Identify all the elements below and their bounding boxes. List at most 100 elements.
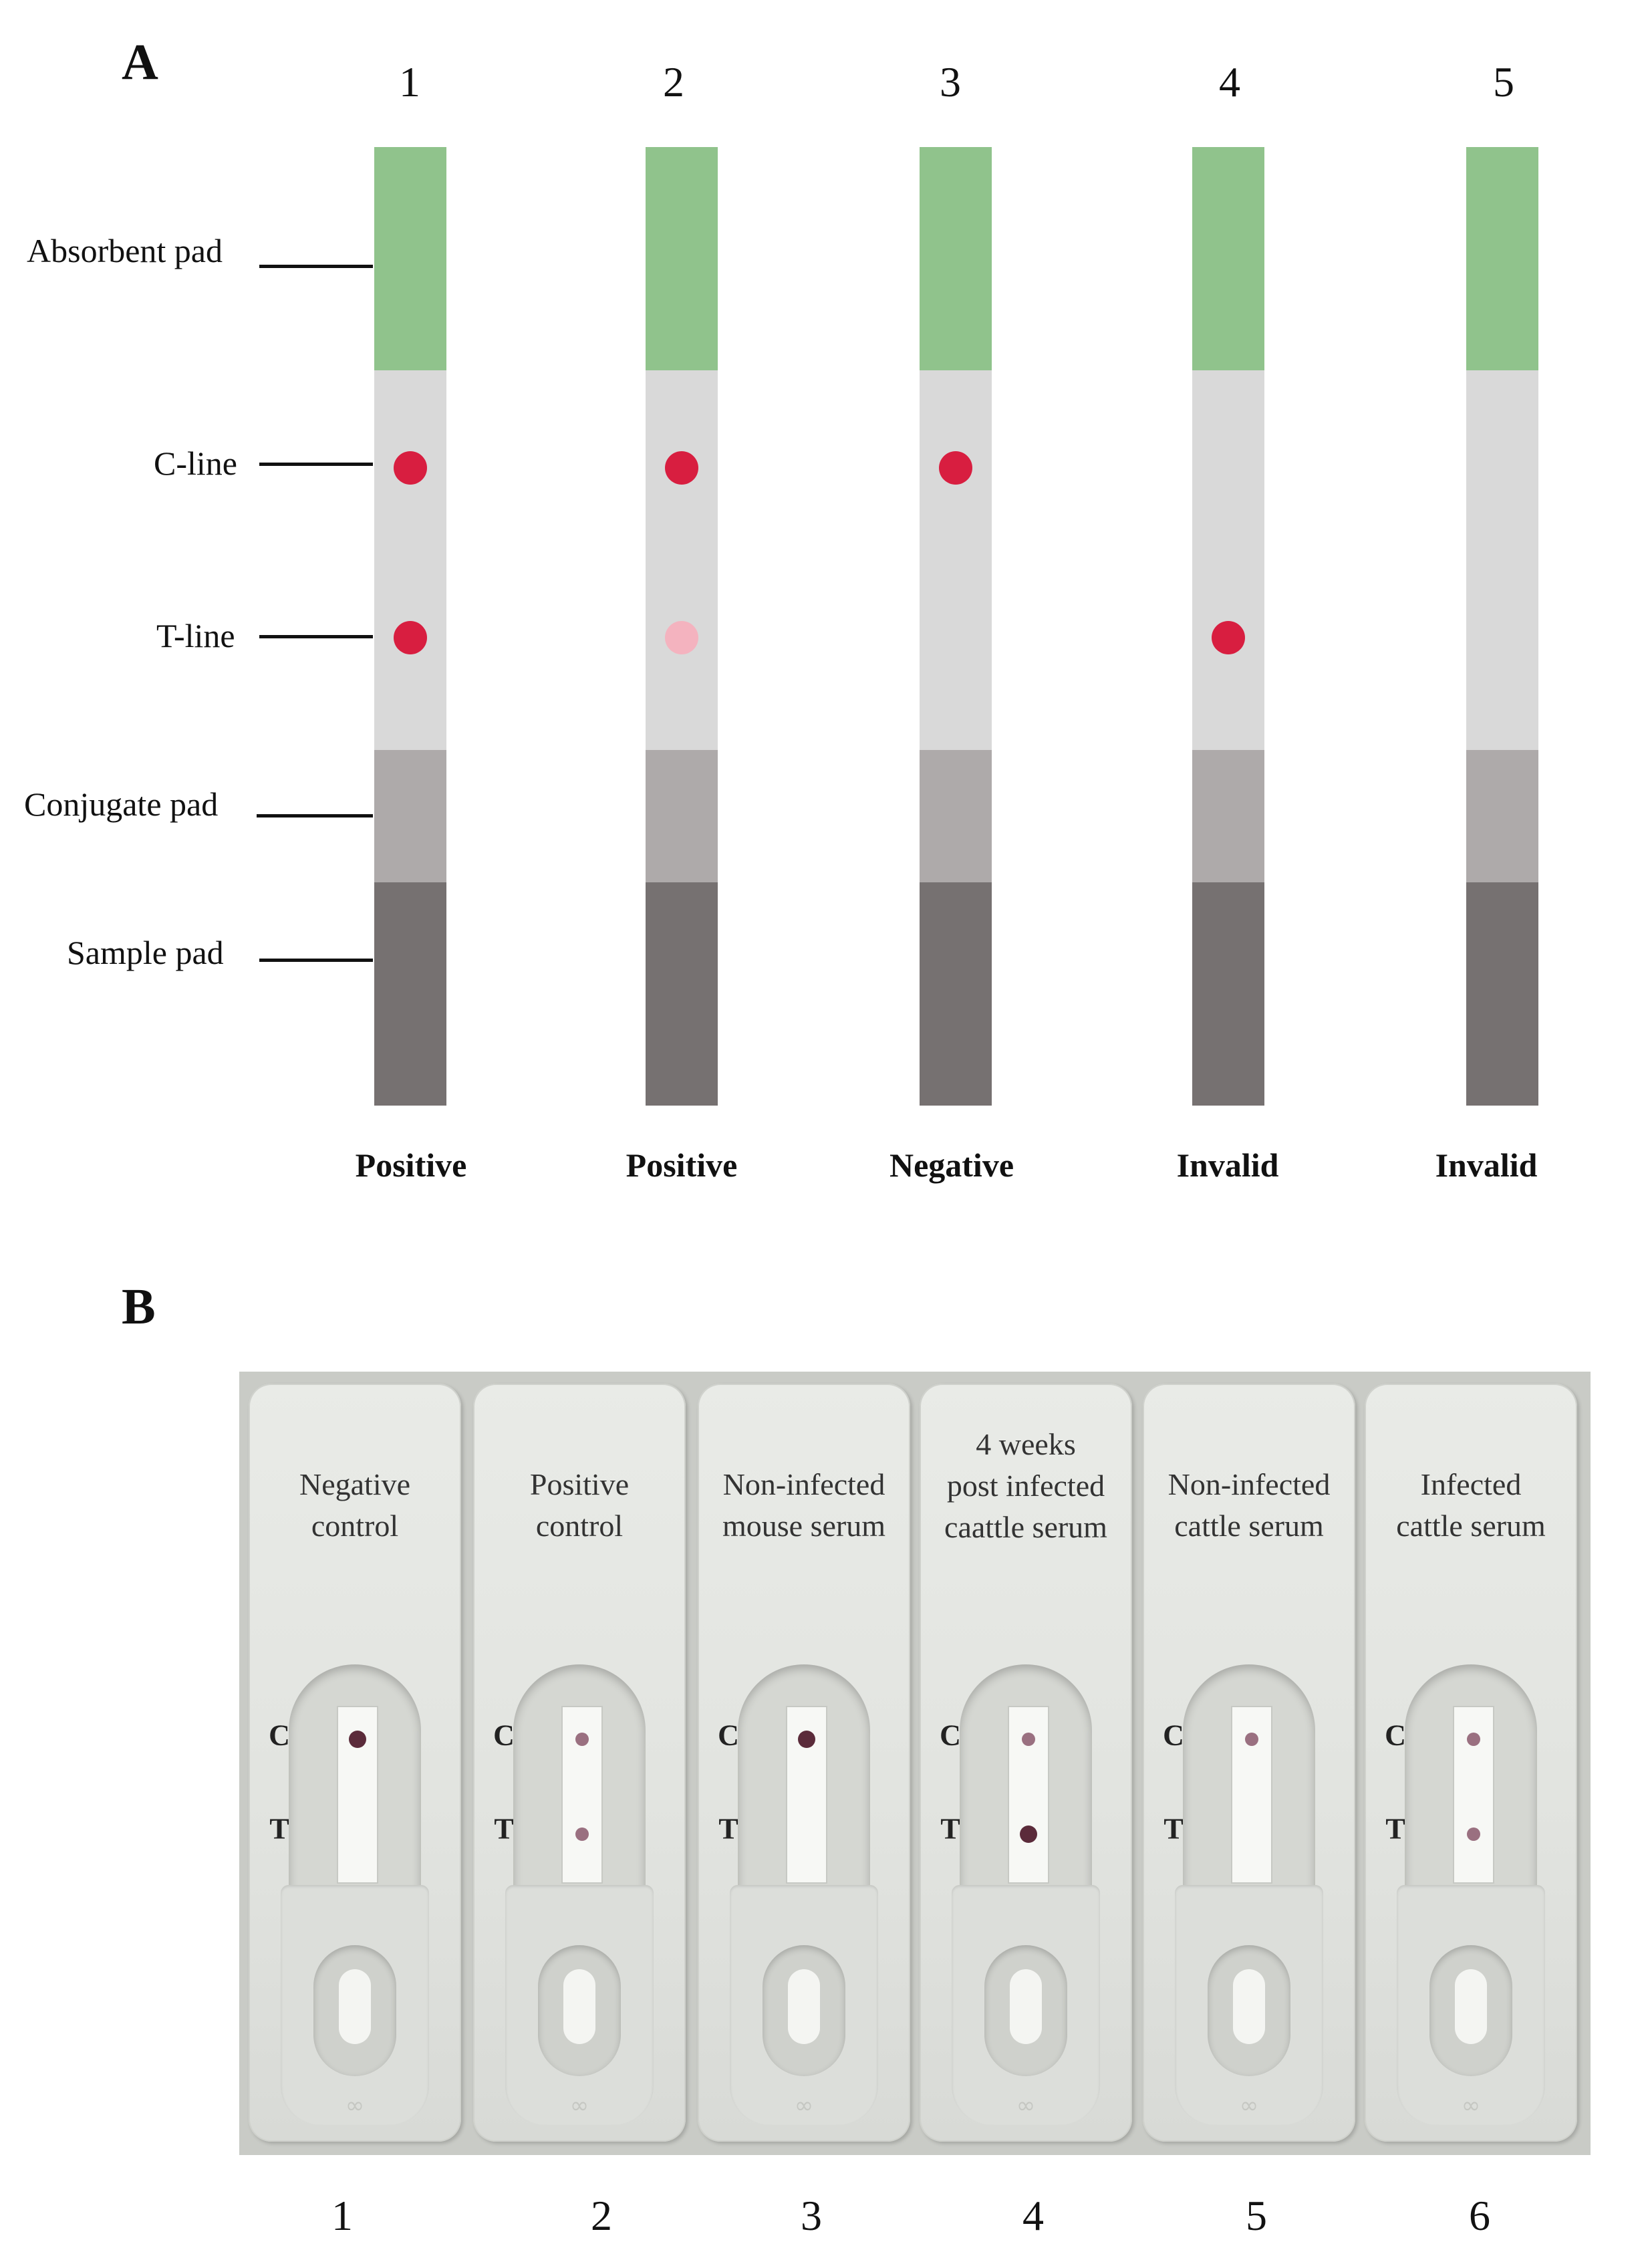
- c-marker: C: [269, 1719, 290, 1752]
- sample-well: [1429, 1945, 1512, 2076]
- cassette-5: Non-infected cattle serum C T ∞: [1143, 1384, 1355, 2142]
- sample-well: [763, 1945, 845, 2076]
- cassette-label-line: control: [535, 1509, 624, 1543]
- t-marker: T: [1385, 1812, 1405, 1846]
- cassette-label-line: cattle serum: [1396, 1509, 1546, 1543]
- cassette-label-line: mouse serum: [722, 1509, 885, 1543]
- sample-well: [313, 1945, 396, 2076]
- sample-pad-segment: [374, 882, 446, 1106]
- panel-a-letter: A: [122, 34, 158, 90]
- conjugate-pad-segment: [1466, 750, 1538, 882]
- c-line-dot: [665, 451, 698, 485]
- c-marker: C: [940, 1719, 961, 1752]
- cassette-label-line: post infected: [946, 1469, 1105, 1503]
- cassette-label: Positive control: [473, 1464, 686, 1547]
- sample-well: [1208, 1945, 1290, 2076]
- absorbent-pad-segment: [920, 147, 992, 370]
- absorbent-pad-segment: [1466, 147, 1538, 370]
- test-strip: [1008, 1706, 1049, 1884]
- t-line-dot: [394, 621, 427, 654]
- c-marker: C: [493, 1719, 515, 1752]
- sample-pad-leader: [259, 959, 373, 962]
- t-line-dot: [665, 621, 698, 654]
- t-marker: T: [940, 1812, 960, 1846]
- result-label-1: Positive: [355, 1146, 467, 1184]
- membrane-segment: [1466, 370, 1538, 750]
- t-marker: T: [718, 1812, 738, 1846]
- conjugate-pad-leader: [257, 814, 373, 817]
- cassette-number-2: 2: [591, 2192, 612, 2239]
- sample-well-area: ∞: [1175, 1885, 1323, 2126]
- test-strip: [1453, 1706, 1494, 1884]
- t-line-mark: [575, 1828, 589, 1841]
- cassette-photo: Negative control C T ∞ Positive control C T ∞ Non-…: [239, 1372, 1591, 2155]
- cassette-label-line: Positive: [529, 1467, 630, 1501]
- c-line-mark: [1467, 1733, 1480, 1746]
- test-strip: [561, 1706, 603, 1884]
- c-line-mark: [1022, 1733, 1035, 1746]
- cassette-3: Non-infected mouse serum C T ∞: [698, 1384, 910, 2142]
- cassette-number-3: 3: [801, 2192, 822, 2239]
- cassette-label: Non-infected mouse serum: [698, 1464, 910, 1547]
- result-label-5: Invalid: [1435, 1146, 1538, 1184]
- strip-number-5: 5: [1493, 58, 1514, 106]
- t-line-mark: [1467, 1828, 1480, 1841]
- t-marker: T: [1163, 1812, 1184, 1846]
- absorbent-pad-label: Absorbent pad: [27, 232, 223, 269]
- absorbent-pad-leader: [259, 265, 373, 268]
- t-marker: T: [494, 1812, 514, 1846]
- result-label-4: Invalid: [1176, 1146, 1279, 1184]
- t-line-label: T-line: [156, 617, 235, 654]
- c-marker: C: [718, 1719, 739, 1752]
- sample-well: [984, 1945, 1067, 2076]
- cassette-4: 4 weeks post infected caattle serum C T ∞: [920, 1384, 1132, 2142]
- test-strip-1: [374, 0, 446, 1106]
- sample-hole: [788, 1969, 820, 2044]
- t-line-mark: [1020, 1825, 1037, 1843]
- c-line-label: C-line: [154, 445, 237, 482]
- embossed-logo-icon: ∞: [345, 2092, 365, 2119]
- cassette-6: Infected cattle serum C T ∞: [1365, 1384, 1577, 2142]
- c-line-dot: [394, 451, 427, 485]
- strip-number-2: 2: [663, 58, 684, 106]
- c-line-leader: [259, 463, 373, 466]
- embossed-logo-icon: ∞: [1239, 2092, 1259, 2119]
- strip-number-4: 4: [1219, 58, 1240, 106]
- conjugate-pad-segment: [646, 750, 718, 882]
- cassette-label-line: cattle serum: [1174, 1509, 1324, 1543]
- conjugate-pad-segment: [374, 750, 446, 882]
- cassette-number-5: 5: [1246, 2192, 1267, 2239]
- cassette-label-line: Non-infected: [722, 1467, 885, 1501]
- cassette-label-line: Non-infected: [1168, 1467, 1331, 1501]
- sample-hole: [1010, 1969, 1042, 2044]
- c-marker: C: [1163, 1719, 1184, 1752]
- sample-pad-segment: [646, 882, 718, 1106]
- embossed-logo-icon: ∞: [569, 2092, 589, 2119]
- membrane-segment: [920, 370, 992, 750]
- sample-pad-segment: [1466, 882, 1538, 1106]
- t-line-leader: [259, 635, 373, 638]
- cassette-number-4: 4: [1022, 2192, 1044, 2239]
- conjugate-pad-segment: [920, 750, 992, 882]
- test-strip: [337, 1706, 378, 1884]
- cassette-label-line: Infected: [1420, 1467, 1522, 1501]
- sample-well: [538, 1945, 621, 2076]
- c-line-mark: [349, 1731, 366, 1748]
- membrane-segment: [374, 370, 446, 750]
- c-line-mark: [575, 1733, 589, 1746]
- cassette-label-line: caattle serum: [944, 1510, 1107, 1544]
- strip-number-3: 3: [940, 58, 961, 106]
- c-line-dot: [939, 451, 972, 485]
- sample-hole: [1455, 1969, 1487, 2044]
- strip-number-1: 1: [399, 58, 420, 106]
- test-strip: [1231, 1706, 1272, 1884]
- sample-hole: [1233, 1969, 1265, 2044]
- conjugate-pad-label: Conjugate pad: [24, 785, 219, 823]
- result-label-3: Negative: [889, 1146, 1014, 1184]
- t-line-dot: [1212, 621, 1245, 654]
- embossed-logo-icon: ∞: [1461, 2092, 1481, 2119]
- c-line-mark: [1245, 1733, 1258, 1746]
- sample-well-area: ∞: [952, 1885, 1100, 2126]
- cassette-label: Negative control: [249, 1464, 461, 1547]
- sample-hole: [563, 1969, 595, 2044]
